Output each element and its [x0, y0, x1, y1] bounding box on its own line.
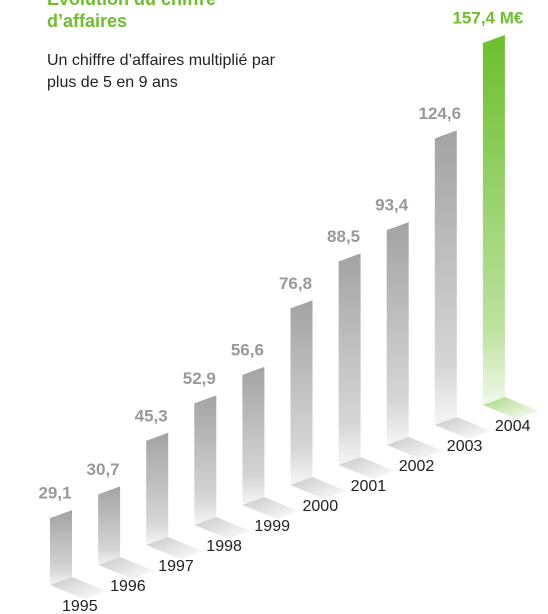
- bar-shadow: [146, 537, 203, 559]
- bar-shadow: [242, 497, 299, 519]
- bar: [50, 510, 72, 585]
- bar-shadow: [386, 437, 443, 459]
- bar-shadow: [50, 577, 106, 599]
- category-label: 1995: [62, 598, 98, 614]
- chart-subtitle: Un chiffre d’affaires multiplié par plus…: [47, 52, 275, 91]
- bar-shadow: [434, 417, 491, 439]
- value-label: 56,6: [231, 340, 264, 359]
- category-label: 1999: [254, 518, 290, 535]
- bar-shadow: [98, 557, 155, 579]
- bar: [290, 300, 313, 485]
- bar-shadow: [482, 397, 539, 419]
- category-label: 2004: [495, 418, 531, 435]
- bar: [434, 130, 457, 426]
- category-label: 2001: [351, 478, 387, 495]
- bar: [482, 34, 505, 405]
- value-label: 52,9: [183, 369, 216, 388]
- bar: [242, 366, 265, 505]
- category-label: 2000: [303, 498, 339, 515]
- bar: [98, 486, 121, 565]
- category-label: 2002: [399, 458, 435, 475]
- value-label: 93,4: [375, 196, 409, 215]
- value-label: 157,4 M€: [452, 8, 523, 27]
- value-label: 29,1: [38, 484, 71, 503]
- bar-shadow: [194, 517, 251, 539]
- category-label: 1997: [158, 558, 194, 575]
- category-label: 2003: [447, 438, 483, 455]
- category-label: 1996: [110, 578, 146, 595]
- bar: [386, 222, 409, 445]
- value-label: 88,5: [327, 227, 360, 246]
- bar: [338, 253, 361, 465]
- bar-shadow: [290, 477, 347, 499]
- category-label: 1998: [206, 538, 242, 555]
- bar-shadow: [338, 457, 395, 479]
- value-label: 124,6: [419, 104, 462, 123]
- value-label: 45,3: [135, 406, 168, 425]
- bar: [194, 395, 217, 525]
- value-label: 76,8: [279, 274, 312, 293]
- value-label: 30,7: [87, 460, 120, 479]
- bar: [146, 432, 169, 545]
- chart-title: Évolution du chiffre d’affaires: [47, 0, 216, 31]
